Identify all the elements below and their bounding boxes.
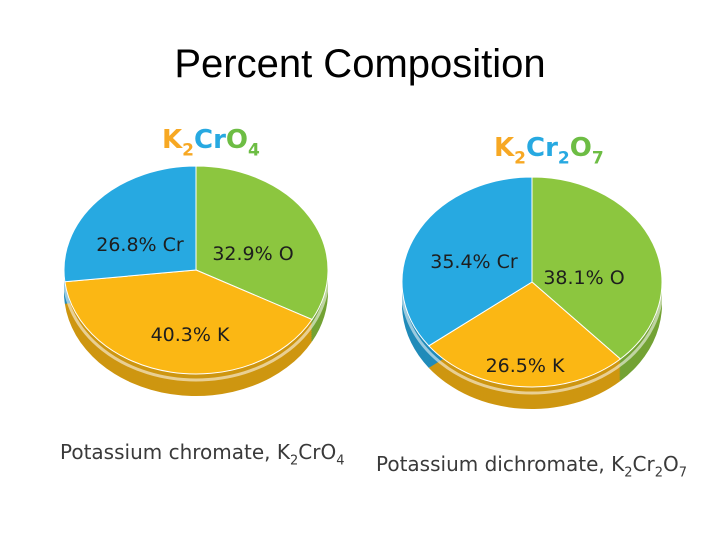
pie-slice-k bbox=[427, 281, 622, 388]
formula-title-1: K2CrO4 bbox=[162, 125, 260, 160]
slice-label-cr: 35.4% Cr bbox=[430, 251, 518, 273]
pie-chart-2: 38.1% O 26.5% K 35.4% Cr bbox=[400, 176, 664, 410]
slide-title: Percent Composition bbox=[174, 42, 546, 86]
slice-label-o: 38.1% O bbox=[543, 267, 624, 289]
pie-slice-o bbox=[195, 165, 329, 321]
chart-caption-1: Potassium chromate, K2CrO4 bbox=[60, 440, 345, 469]
pie-chart-1: 32.9% O 40.3% K 26.8% Cr bbox=[62, 165, 330, 396]
pie-slice-cr bbox=[63, 165, 197, 283]
pie-slice-cr bbox=[401, 176, 533, 347]
slice-label-o: 32.9% O bbox=[212, 243, 293, 265]
pie-slice-o bbox=[531, 176, 663, 360]
formula-title-2: K2Cr2O7 bbox=[494, 133, 604, 168]
slice-label-k: 26.5% K bbox=[486, 355, 565, 377]
pie-slice-k bbox=[64, 269, 313, 375]
slice-label-cr: 26.8% Cr bbox=[96, 234, 184, 256]
slice-label-k: 40.3% K bbox=[151, 324, 230, 346]
chart-caption-2: Potassium dichromate, K2Cr2O7 bbox=[376, 452, 687, 481]
